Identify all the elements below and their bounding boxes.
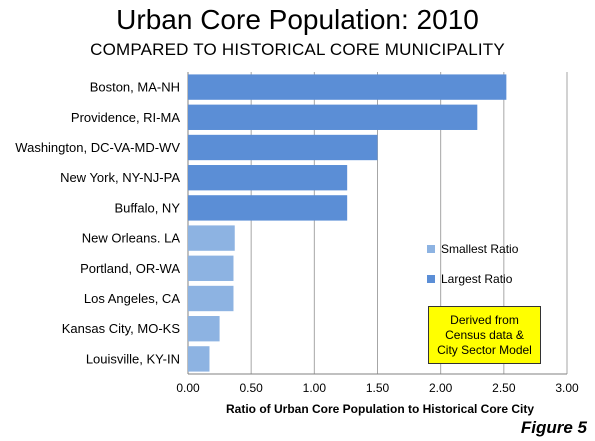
bar-0	[188, 74, 507, 100]
category-label-0: Boston, MA-NH	[90, 80, 180, 95]
source-note-line-3: City Sector Model	[437, 342, 532, 357]
bar-7	[188, 285, 234, 312]
bar-9	[188, 346, 210, 372]
category-label-5: New Orleans. LA	[82, 231, 181, 246]
source-note-line-2: Census data &	[445, 327, 524, 342]
legend-swatch-largest	[427, 275, 435, 283]
bar-5	[188, 225, 235, 251]
category-label-9: Louisville, KY-IN	[86, 351, 180, 366]
x-tick-label-5: 2.50	[492, 381, 516, 395]
bar-6	[188, 255, 234, 281]
legend-label-largest: Largest Ratio	[441, 272, 513, 286]
legend-swatch-smallest	[427, 245, 435, 253]
legend-item-largest: Largest Ratio	[427, 270, 518, 288]
category-label-8: Kansas City, MO-KS	[62, 321, 181, 336]
bar-1	[188, 104, 478, 130]
bar-2	[188, 134, 378, 161]
category-label-4: Buffalo, NY	[114, 200, 180, 215]
x-tick-label-4: 2.00	[429, 381, 453, 395]
x-tick-label-6: 3.00	[555, 381, 579, 395]
x-tick-label-0: 0.00	[176, 381, 200, 395]
x-tick-label-1: 0.50	[239, 381, 263, 395]
chart-subtitle: COMPARED TO HISTORICAL CORE MUNICIPALITY	[90, 40, 505, 59]
bar-8	[188, 316, 220, 342]
category-label-3: New York, NY-NJ-PA	[60, 170, 180, 185]
source-note: Derived from Census data & City Sector M…	[428, 306, 541, 364]
category-label-2: Washington, DC-VA-MD-WV	[15, 140, 180, 155]
category-label-1: Providence, RI-MA	[71, 110, 180, 125]
bar-4	[188, 195, 348, 221]
bar-3	[188, 165, 348, 191]
source-note-line-1: Derived from	[450, 312, 519, 327]
category-label-7: Los Angeles, CA	[84, 291, 180, 306]
chart-title: Urban Core Population: 2010	[116, 4, 479, 35]
category-label-6: Portland, OR-WA	[80, 261, 180, 276]
x-tick-label-2: 1.00	[303, 381, 327, 395]
x-axis-label: Ratio of Urban Core Population to Histor…	[225, 402, 535, 416]
x-tick-label-3: 1.50	[366, 381, 390, 395]
figure-label: Figure 5	[520, 418, 587, 437]
legend-label-smallest: Smallest Ratio	[441, 242, 519, 256]
legend: Smallest Ratio Largest Ratio	[427, 240, 518, 300]
legend-item-smallest: Smallest Ratio	[427, 240, 518, 258]
